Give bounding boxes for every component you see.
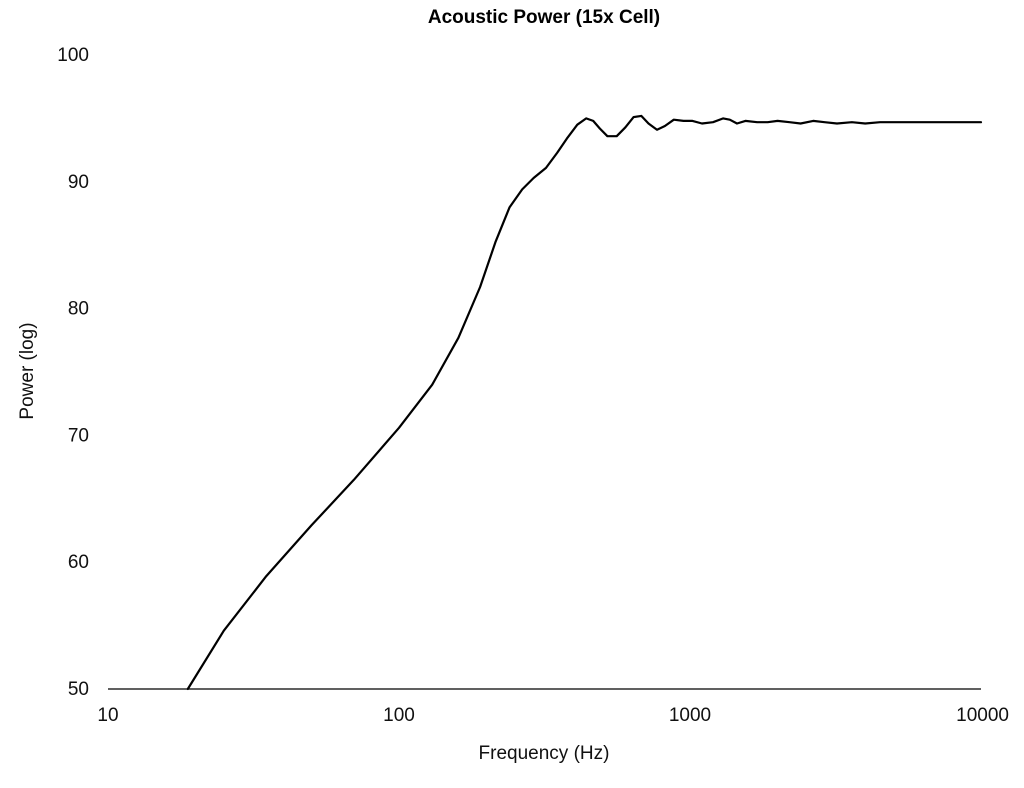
- x-tick-label: 10: [97, 705, 118, 726]
- x-axis-label: Frequency (Hz): [479, 743, 610, 764]
- y-tick-label: 100: [57, 45, 89, 66]
- y-tick-label: 50: [68, 679, 89, 700]
- y-tick-label: 90: [68, 172, 89, 193]
- chart-title: Acoustic Power (15x Cell): [428, 7, 660, 28]
- y-tick-label: 80: [68, 299, 89, 320]
- x-tick-labels: 10 100 1000 10000: [97, 705, 1009, 726]
- y-tick-label: 60: [68, 552, 89, 573]
- series-line: [186, 114, 983, 691]
- y-tick-label: 70: [68, 425, 89, 446]
- x-tick-label: 10000: [956, 705, 1009, 726]
- x-tick-label: 100: [383, 705, 415, 726]
- y-tick-labels: 50 60 70 80 90 100: [57, 45, 89, 700]
- x-tick-label: 1000: [669, 705, 711, 726]
- y-axis-label: Power (log): [17, 322, 38, 419]
